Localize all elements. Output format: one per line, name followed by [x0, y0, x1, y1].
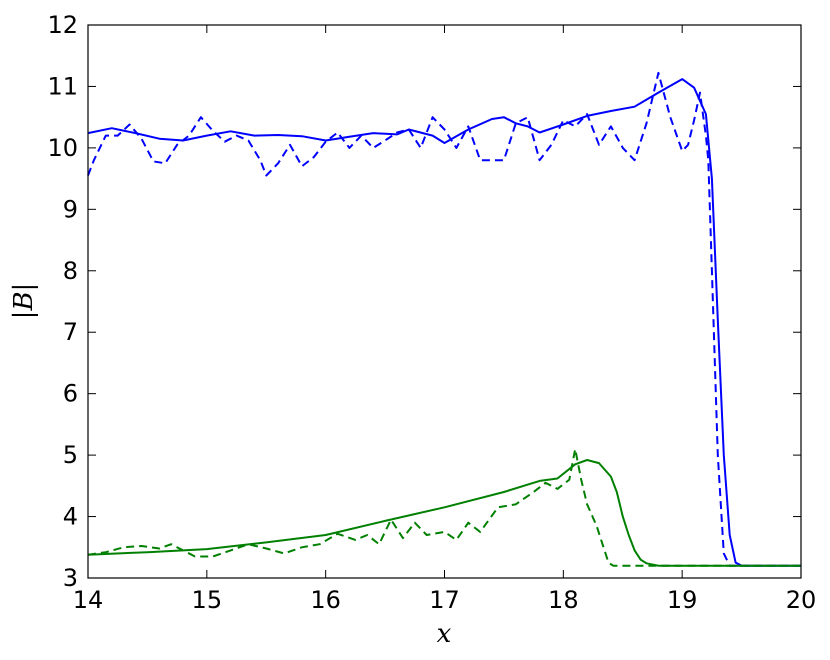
x-tick-label: 17 [429, 586, 460, 614]
series-line-blue-solid [87, 78, 801, 567]
x-tick-label: 19 [667, 586, 698, 614]
y-tick-label: 12 [47, 11, 78, 39]
y-tick-label: 11 [47, 72, 78, 100]
x-tick-label: 20 [786, 586, 817, 614]
series-line-blue-dashed [87, 71, 801, 567]
y-tick-label: 6 [63, 380, 78, 408]
y-tick-label: 9 [63, 195, 78, 223]
series-layer [87, 71, 801, 567]
x-tick-label: 15 [192, 586, 223, 614]
plot-background [88, 25, 801, 578]
series-line-green-dashed [87, 448, 801, 567]
x-tick-label: 14 [73, 586, 104, 614]
tick-layer: 14 15 16 17 18 19 20 3 4 5 6 7 8 9 10 11 12 [47, 11, 816, 614]
y-axis-label: |B| [9, 283, 39, 320]
y-tick-label: 3 [63, 564, 78, 592]
y-tick-label: 8 [63, 257, 78, 285]
y-tick-label: 7 [63, 318, 78, 346]
series-line-green-solid [87, 459, 801, 567]
y-tick-label: 5 [63, 441, 78, 469]
y-tick-label: 4 [63, 503, 78, 531]
x-tick-label: 16 [310, 586, 341, 614]
x-axis-label: x [437, 619, 452, 649]
y-tick-label: 10 [47, 134, 78, 162]
x-tick-label: 18 [548, 586, 579, 614]
